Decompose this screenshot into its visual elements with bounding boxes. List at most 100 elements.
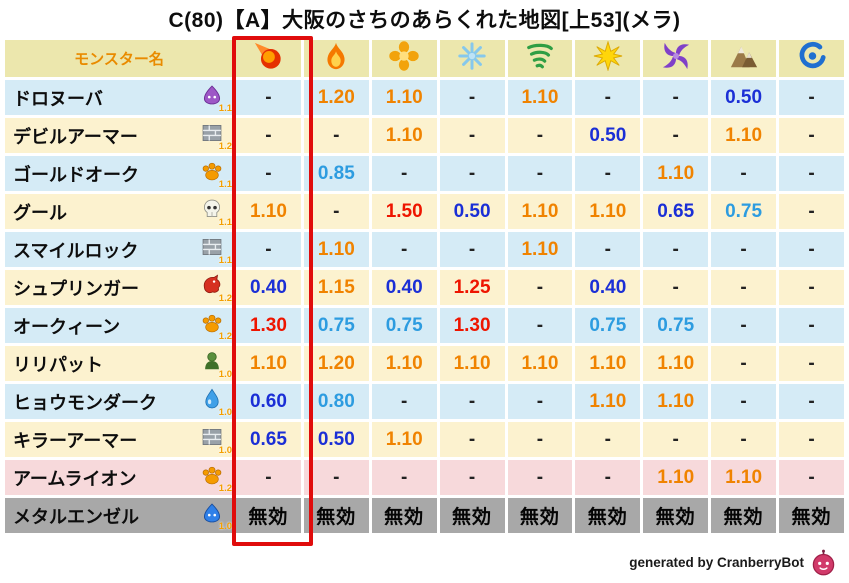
family-badge: 1.2 — [200, 272, 232, 304]
slime-blue-icon — [201, 502, 223, 524]
monster-row: スマイルロック 1.1-1.10- -1.10- - - - — [2, 229, 847, 270]
family-badge: 1.2 — [200, 120, 232, 152]
resistance-cell: - — [436, 77, 508, 118]
monster-name-cell: リリパット 1.0 — [2, 343, 236, 384]
resistance-cell: 0.50 — [708, 77, 779, 118]
resistance-cell: - — [640, 115, 712, 156]
resistance-cell: 0.40 — [572, 267, 644, 308]
monster-name: スマイルロック — [13, 240, 139, 261]
resistance-cell: 1.10 — [504, 191, 576, 232]
resistance-cell: - — [368, 229, 440, 270]
monster-row: キラーアーマー 1.0 0.65 0.50 1.10- - - - - - — [2, 419, 847, 460]
monster-name-header: モンスター名 — [2, 37, 236, 80]
resistance-cell: 1.10 — [640, 153, 712, 194]
resistance-cell: 無効 — [368, 495, 440, 536]
resistance-cell: - — [436, 229, 508, 270]
monster-name: ゴールドオーク — [13, 164, 139, 185]
resistance-cell: 1.25 — [436, 267, 508, 308]
resistance-cell: - — [776, 191, 847, 232]
rate-value: 1.0 — [218, 369, 232, 380]
resistance-cell: 0.50 — [572, 115, 644, 156]
resistance-cell: - — [436, 419, 508, 460]
rate-value: 1.2 — [218, 483, 232, 494]
resistance-cell: 0.40 — [233, 267, 304, 308]
resistance-cell: 1.15 — [300, 267, 372, 308]
swirl-icon — [797, 41, 827, 71]
resistance-cell: - — [436, 381, 508, 422]
table-body: ドロヌーバ 1.1-1.20 1.10-1.10- -0.50- デビルアーマー 1.2-… — [2, 77, 847, 536]
spark-column-header — [572, 37, 644, 80]
resistance-cell: 0.65 — [640, 191, 712, 232]
resistance-cell: 1.10 — [640, 457, 712, 498]
resistance-cell: 0.60 — [233, 381, 304, 422]
figure-icon — [201, 350, 223, 372]
monster-name-cell: ヒョウモンダーク 1.0 — [2, 381, 236, 422]
rate-value: 1.2 — [218, 141, 232, 152]
resistance-cell: 無効 — [640, 495, 712, 536]
resistance-cell: - — [233, 457, 304, 498]
resistance-cell: 1.10 — [572, 343, 644, 384]
resistance-cell: 0.75 — [708, 191, 779, 232]
resistance-cell: - — [436, 457, 508, 498]
resistance-cell: 0.40 — [368, 267, 440, 308]
resistance-cell: - — [776, 381, 847, 422]
header-row: モンスター名 — [2, 37, 847, 80]
monster-row: ドロヌーバ 1.1-1.20 1.10-1.10- -0.50- — [2, 77, 847, 118]
resistance-cell: - — [368, 381, 440, 422]
page-title: C(80)【A】大阪のさちのあらくれた地図[上53](メラ) — [168, 9, 681, 32]
resistance-cell: - — [233, 153, 304, 194]
mountain-icon — [729, 41, 759, 71]
monster-row: リリパット 1.0 1.10 1.20 1.10 1.10 1.10 1.10 1.10- - — [2, 343, 847, 384]
resistance-cell: - — [572, 229, 644, 270]
resistance-cell: 0.75 — [368, 305, 440, 346]
rate-value: 1.2 — [218, 293, 232, 304]
paw-icon — [201, 312, 223, 334]
family-badge: 1.1 — [200, 196, 232, 228]
monster-name-cell: アームライオン 1.2 — [2, 457, 236, 498]
resistance-cell: - — [776, 153, 847, 194]
resistance-cell: - — [640, 419, 712, 460]
resistance-cell: - — [776, 305, 847, 346]
brick-icon — [201, 426, 223, 448]
resistance-table: モンスター名 ドロヌーバ 1.1-1.20 1.10-1.10- -0.50- デビルア… — [2, 37, 847, 536]
resistance-cell: - — [504, 153, 576, 194]
resistance-cell: - — [708, 267, 779, 308]
resistance-cell: 1.10 — [504, 77, 576, 118]
monster-row: デビルアーマー 1.2- -1.10- -0.50-1.10- — [2, 115, 847, 156]
rate-value: 1.0 — [218, 445, 232, 456]
resistance-cell: 1.10 — [640, 381, 712, 422]
resistance-cell: - — [776, 457, 847, 498]
cranberrybot-icon — [810, 549, 837, 576]
resistance-cell: 1.10 — [233, 343, 304, 384]
fireball-icon — [253, 41, 283, 71]
resistance-cell: 1.10 — [368, 77, 440, 118]
resistance-cell: 1.10 — [300, 229, 372, 270]
resistance-cell: - — [572, 457, 644, 498]
resistance-cell: - — [504, 457, 576, 498]
family-badge: 1.1 — [200, 82, 232, 114]
family-badge: 1.0 — [200, 424, 232, 456]
resistance-cell: 1.10 — [368, 419, 440, 460]
resistance-cell: - — [504, 381, 576, 422]
resistance-cell: - — [640, 77, 712, 118]
resistance-cell: 1.10 — [708, 115, 779, 156]
resistance-cell: - — [708, 343, 779, 384]
resistance-cell: - — [708, 419, 779, 460]
resistance-cell: - — [504, 115, 576, 156]
resistance-cell: 0.50 — [436, 191, 508, 232]
monster-name-cell: オークィーン 1.2 — [2, 305, 236, 346]
resistance-cell: - — [504, 267, 576, 308]
resistance-cell: 1.10 — [368, 343, 440, 384]
resistance-cell: - — [640, 229, 712, 270]
monster-row: ゴールドオーク 1.1-0.85- - - -1.10- - — [2, 153, 847, 194]
resistance-cell: - — [776, 115, 847, 156]
resistance-cell: 無効 — [708, 495, 779, 536]
monster-name-cell: シュプリンガー 1.2 — [2, 267, 236, 308]
resistance-cell: - — [572, 153, 644, 194]
resistance-cell: - — [233, 77, 304, 118]
credit-text: generated by CranberryBot — [629, 555, 804, 570]
resistance-cell: - — [368, 457, 440, 498]
resistance-cell: - — [572, 419, 644, 460]
monster-row: オークィーン 1.2 1.30 0.75 0.75 1.30-0.75 0.75- - — [2, 305, 847, 346]
